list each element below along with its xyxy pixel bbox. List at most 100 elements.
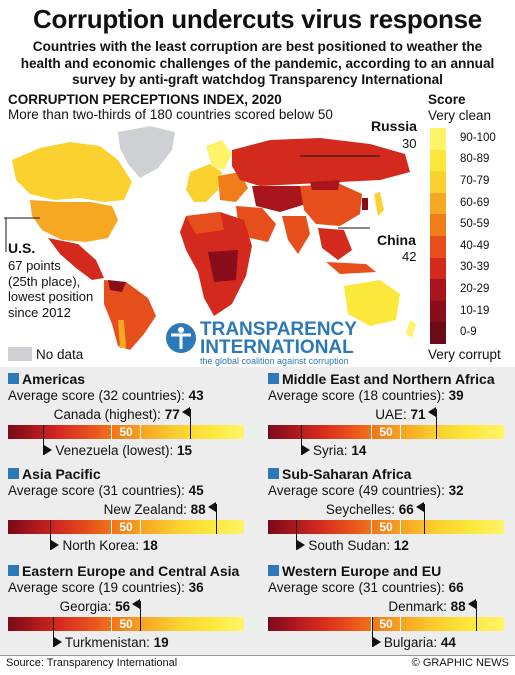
map-title: CORRUPTION PERCEPTIONS INDEX, 2020 (8, 92, 282, 107)
region-high-name: Seychelles: (325, 502, 395, 517)
bar-midpoint-label: 50 (371, 520, 401, 534)
region-score-bar: 50 (8, 617, 244, 631)
region-high: Denmark: 88 (388, 599, 465, 614)
world-map (4, 126, 416, 350)
region-low: Turkmenistan: 19 (65, 635, 169, 650)
region-high-marker (435, 409, 437, 439)
region-low-name: North Korea: (62, 538, 140, 553)
bar-midpoint-label: 50 (371, 425, 401, 439)
region-marker-icon (8, 565, 19, 576)
region-name: Western Europe and EU (282, 563, 442, 579)
region-high-name: Denmark: (388, 599, 447, 614)
middle-east-shape (236, 206, 276, 242)
map-subtitle: More than two-thirds of 180 countries sc… (8, 107, 333, 122)
region-low: Syria: 14 (313, 443, 366, 458)
scandinavia-shape (206, 140, 232, 170)
region-average-value: 36 (188, 580, 204, 595)
legend-band-label: 40-49 (460, 239, 490, 252)
us-details: 67 points (25th place), lowest position … (8, 258, 93, 320)
legend-band (430, 192, 446, 215)
legend-band-label: 20-29 (460, 283, 490, 295)
us-callout: U.S. (8, 240, 35, 256)
region-low-flag-icon (53, 637, 62, 647)
legend-band (430, 322, 446, 344)
legend-band (430, 149, 446, 172)
region-high: Seychelles: 66 (326, 502, 414, 517)
region-average: Average score (18 countries): 39 (268, 388, 464, 403)
region-average-label: Average score (32 countries): (8, 388, 185, 403)
region-marker-icon (268, 468, 279, 479)
ti-logo-tagline: the global coalition against corruption (200, 356, 349, 366)
south-america-shape (104, 280, 156, 350)
legend-band-label: 50-59 (460, 218, 490, 231)
indonesia-shape (326, 262, 376, 274)
region-low-marker (296, 520, 298, 550)
russia-shape (232, 138, 410, 186)
bar-midpoint-label: 50 (111, 520, 141, 534)
legend-band (430, 171, 446, 193)
region-score-bar: 50 (268, 520, 504, 534)
region-average-value: 45 (188, 483, 204, 498)
region-high-flag-icon (207, 502, 216, 512)
us-label: U.S. (8, 240, 36, 256)
central-asia-shape (252, 186, 306, 212)
china-value: 42 (402, 249, 417, 264)
china-callout: China (377, 232, 416, 248)
region-high-name: Georgia: (59, 599, 112, 614)
japan-shape (374, 192, 384, 216)
region-low-name: Syria: (313, 443, 348, 458)
mexico-shape (48, 238, 104, 280)
region-low: Venezuela (lowest): 15 (55, 443, 192, 458)
china-shape (300, 184, 362, 226)
region-average: Average score (31 countries): 45 (8, 483, 204, 498)
region-low-flag-icon (372, 637, 381, 647)
legend-color-bar (430, 128, 446, 344)
region-name: Asia Pacific (22, 466, 101, 482)
legend-band (430, 257, 446, 280)
region-average-label: Average score (49 countries): (268, 483, 445, 498)
region-low-marker (371, 617, 373, 647)
legend-band (430, 128, 446, 150)
legend-band-label: 60-69 (460, 196, 490, 209)
region-low-value: 19 (153, 635, 169, 650)
central-africa-shape (208, 250, 238, 282)
region-high: Georgia: 56 (60, 599, 131, 614)
region-average-value: 32 (448, 483, 464, 498)
venezuela-shape (108, 280, 126, 292)
region-low: Bulgaria: 44 (384, 635, 456, 650)
region-high-flag-icon (427, 407, 436, 417)
region-high-value: 56 (115, 599, 131, 614)
india-shape (282, 216, 310, 254)
region-card: Americas Average score (32 countries): 43… (8, 371, 248, 466)
bar-midpoint-label: 50 (371, 617, 401, 631)
region-high-marker (475, 601, 477, 631)
ti-logo-line2: INTERNATIONAL (200, 337, 354, 358)
legend-band-label: 80-89 (460, 153, 490, 166)
region-marker-icon (8, 373, 19, 384)
region-marker-icon (268, 373, 279, 384)
region-high-flag-icon (467, 599, 476, 609)
region-high-value: 66 (398, 502, 414, 517)
region-low-name: Turkmenistan: (64, 635, 150, 650)
region-low-name: Bulgaria: (383, 635, 438, 650)
legend-band-label: 70-79 (460, 175, 490, 187)
region-high-marker (189, 409, 191, 439)
new-zealand-shape (406, 320, 416, 338)
credit-note: © GRAPHIC NEWS (411, 657, 509, 669)
region-low-value: 18 (142, 538, 158, 553)
legend-band-label: 0-9 (460, 326, 477, 339)
region-score-bar: 50 (268, 617, 504, 631)
usa-shape (30, 200, 118, 242)
region-average: Average score (31 countries): 66 (268, 580, 464, 595)
bar-midpoint-label: 50 (111, 425, 141, 439)
region-low-marker (52, 617, 54, 647)
legend-band-label: 30-39 (460, 261, 490, 274)
region-high-marker (423, 504, 425, 534)
russia-value: 30 (402, 136, 417, 151)
region-average-label: Average score (19 countries): (8, 580, 185, 595)
region-high: Canada (highest): 77 (54, 407, 180, 422)
us-line-4: since 2012 (8, 304, 71, 320)
region-low-marker (301, 425, 303, 455)
region-name: Sub-Saharan Africa (282, 466, 412, 482)
us-line-2: (25th place), (8, 273, 81, 289)
